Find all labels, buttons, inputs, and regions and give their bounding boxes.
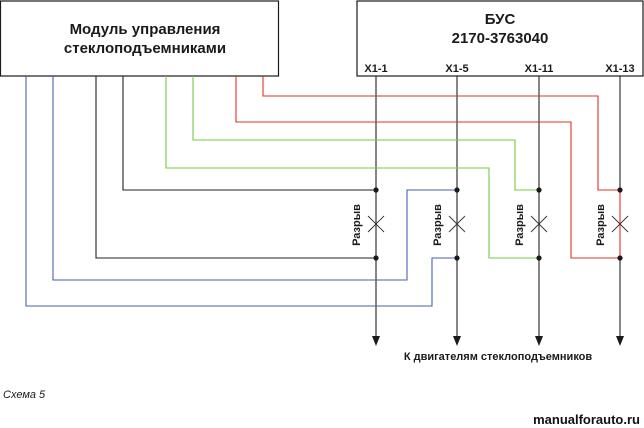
black-wire-upper [122, 76, 376, 191]
break-label: Разрыв [432, 204, 444, 246]
watermark: manualforauto.ru [533, 412, 640, 427]
green-wire-upper [192, 76, 539, 191]
break-cross-icon [448, 215, 466, 233]
window-lift-module-box [0, 0, 280, 77]
junction-dot [454, 187, 460, 193]
junction-dot [373, 187, 379, 193]
red-wire-lower [235, 76, 620, 259]
break-label: Разрыв [514, 204, 526, 246]
bus-unit-box [356, 0, 644, 77]
junction-dot [536, 187, 542, 193]
blue-wire-lower [25, 76, 457, 307]
junction-dot [454, 255, 460, 261]
red-wire-upper [262, 76, 620, 191]
junction-dot [373, 255, 379, 261]
pin-label-x1-13: X1-13 [605, 63, 634, 75]
junction-dot [536, 255, 542, 261]
break-cross-icon [530, 215, 548, 233]
pin-label-x1-1: X1-1 [364, 63, 387, 75]
motors-label: К двигателям стеклоподъемников [404, 351, 593, 363]
green-wire-lower [165, 76, 539, 259]
blue-wire-upper [52, 76, 457, 281]
bus-title-line1: БУС [485, 11, 516, 28]
module-title-line1: Модуль управления [70, 21, 221, 38]
break-label: Разрыв [595, 204, 607, 246]
arrow-down-icon [372, 336, 380, 346]
break-label: Разрыв [351, 204, 363, 246]
break-cross-icon [367, 215, 385, 233]
junction-dot [617, 187, 623, 193]
black-wire-lower [95, 76, 376, 259]
arrow-down-icon [616, 336, 624, 346]
arrow-down-icon [535, 336, 543, 346]
break-cross-icon [611, 215, 629, 233]
junction-dot [617, 255, 623, 261]
bus-title-line2: 2170-3763040 [452, 30, 549, 47]
pin-label-x1-11: X1-11 [525, 63, 554, 75]
scheme-caption: Схема 5 [3, 389, 46, 401]
pin-label-x1-5: X1-5 [445, 63, 468, 75]
module-title-line2: стеклоподъемниками [64, 40, 226, 57]
arrow-down-icon [453, 336, 461, 346]
